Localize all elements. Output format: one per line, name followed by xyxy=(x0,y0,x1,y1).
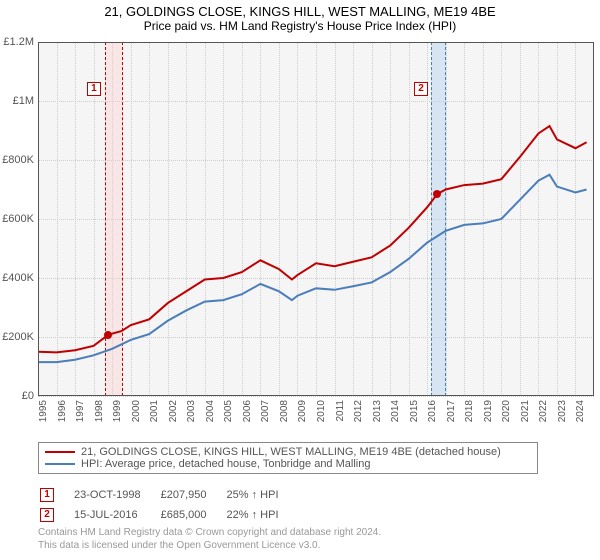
x-tick-label: 2001 xyxy=(149,400,160,422)
x-tick-label: 2024 xyxy=(575,400,586,422)
sale-price: £207,950 xyxy=(161,486,225,504)
legend-swatch xyxy=(45,451,75,453)
legend-label: HPI: Average price, detached house, Tonb… xyxy=(81,458,370,470)
x-tick-label: 1997 xyxy=(75,400,86,422)
x-tick-label: 2023 xyxy=(557,400,568,422)
sale-date: 15-JUL-2016 xyxy=(74,506,159,524)
x-tick-label: 2002 xyxy=(168,400,179,422)
series-line xyxy=(38,126,587,352)
y-tick-label: £1.2M xyxy=(3,36,34,48)
x-tick-label: 2011 xyxy=(335,400,346,422)
sale-price: £685,000 xyxy=(161,506,225,524)
sale-point xyxy=(433,190,441,198)
x-tick-label: 2017 xyxy=(446,400,457,422)
x-tick-label: 1995 xyxy=(38,400,49,422)
x-tick-label: 2020 xyxy=(501,400,512,422)
x-tick-label: 2021 xyxy=(520,400,531,422)
chart-plot-area: 12 xyxy=(38,42,594,396)
x-tick-label: 1999 xyxy=(112,400,123,422)
x-tick-label: 2007 xyxy=(260,400,271,422)
x-tick-label: 2000 xyxy=(131,400,142,422)
y-tick-label: £600K xyxy=(2,213,34,225)
title-line2: Price paid vs. HM Land Registry's House … xyxy=(0,19,600,33)
series-line xyxy=(38,175,587,362)
footer-line1: Contains HM Land Registry data © Crown c… xyxy=(38,526,381,539)
table-row: 1 23-OCT-1998 £207,950 25% ↑ HPI xyxy=(40,486,297,504)
x-tick-label: 2012 xyxy=(353,400,364,422)
legend-swatch xyxy=(45,463,75,465)
y-tick-label: £800K xyxy=(2,154,34,166)
x-axis: 1995 1996 1997 1998 1999 2000 2001 2002 2003 2004… xyxy=(38,396,594,438)
x-tick-label: 2014 xyxy=(390,400,401,422)
x-tick-label: 2018 xyxy=(464,400,475,422)
x-tick-label: 2016 xyxy=(427,400,438,422)
legend-label: 21, GOLDINGS CLOSE, KINGS HILL, WEST MAL… xyxy=(81,446,501,458)
sale-marker-1: 1 xyxy=(40,488,54,502)
legend-row: 21, GOLDINGS CLOSE, KINGS HILL, WEST MAL… xyxy=(45,446,531,458)
x-tick-label: 2022 xyxy=(538,400,549,422)
table-row: 2 15-JUL-2016 £685,000 22% ↑ HPI xyxy=(40,506,297,524)
x-tick-label: 2004 xyxy=(205,400,216,422)
footer: Contains HM Land Registry data © Crown c… xyxy=(38,526,381,552)
x-tick-label: 2010 xyxy=(316,400,327,422)
x-tick-label: 2005 xyxy=(223,400,234,422)
x-tick-label: 1996 xyxy=(57,400,68,422)
y-tick-label: £0 xyxy=(22,390,34,402)
sale-point xyxy=(104,331,112,339)
x-tick-label: 2006 xyxy=(242,400,253,422)
sale-pct: 25% ↑ HPI xyxy=(227,486,297,504)
x-tick-label: 1998 xyxy=(94,400,105,422)
y-tick-label: £1M xyxy=(13,95,34,107)
sales-table: 1 23-OCT-1998 £207,950 25% ↑ HPI 2 15-JU… xyxy=(38,484,299,526)
sale-marker-2: 2 xyxy=(40,508,54,522)
y-tick-label: £200K xyxy=(2,331,34,343)
legend-row: HPI: Average price, detached house, Tonb… xyxy=(45,458,531,470)
chart-title: 21, GOLDINGS CLOSE, KINGS HILL, WEST MAL… xyxy=(0,0,600,33)
x-tick-label: 2019 xyxy=(483,400,494,422)
x-tick-label: 2015 xyxy=(409,400,420,422)
sale-marker-box: 1 xyxy=(87,82,101,96)
legend: 21, GOLDINGS CLOSE, KINGS HILL, WEST MAL… xyxy=(38,442,538,474)
y-axis: £0£200K£400K£600K£800K£1M£1.2M xyxy=(0,42,36,396)
footer-line2: This data is licensed under the Open Gov… xyxy=(38,539,381,552)
title-line1: 21, GOLDINGS CLOSE, KINGS HILL, WEST MAL… xyxy=(0,4,600,19)
sale-pct: 22% ↑ HPI xyxy=(227,506,297,524)
x-tick-label: 2008 xyxy=(279,400,290,422)
x-tick-label: 2009 xyxy=(297,400,308,422)
y-tick-label: £400K xyxy=(2,272,34,284)
sale-date: 23-OCT-1998 xyxy=(74,486,159,504)
x-tick-label: 2003 xyxy=(186,400,197,422)
sale-marker-box: 2 xyxy=(414,82,428,96)
line-series xyxy=(38,42,594,396)
x-tick-label: 2013 xyxy=(372,400,383,422)
